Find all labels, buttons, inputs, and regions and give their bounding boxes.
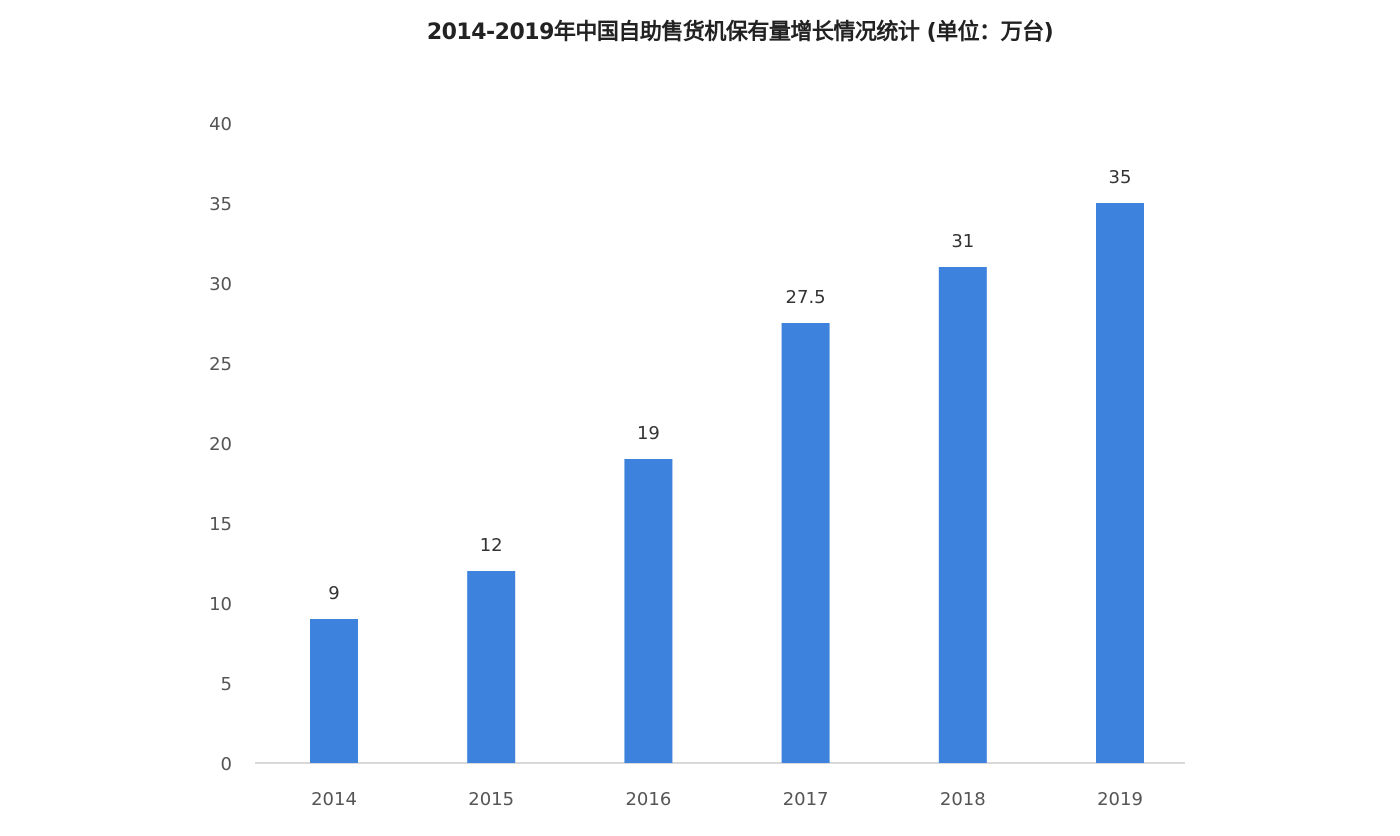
y-tick-label: 25 bbox=[209, 354, 232, 375]
data-label: 9 bbox=[328, 583, 339, 604]
x-tick-label: 2018 bbox=[940, 789, 986, 810]
y-tick-label: 40 bbox=[209, 114, 232, 135]
y-tick-label: 10 bbox=[209, 594, 232, 615]
data-label: 19 bbox=[637, 423, 660, 444]
bar-2014 bbox=[310, 619, 358, 763]
y-tick-label: 30 bbox=[209, 274, 232, 295]
y-tick-label: 0 bbox=[221, 754, 232, 775]
x-tick-label: 2015 bbox=[468, 789, 514, 810]
x-tick-label: 2014 bbox=[311, 789, 357, 810]
data-label: 27.5 bbox=[786, 287, 826, 308]
bar-2016 bbox=[624, 459, 673, 763]
bar-2018 bbox=[938, 267, 987, 763]
y-tick-label: 5 bbox=[221, 674, 232, 695]
data-label: 12 bbox=[480, 535, 503, 556]
y-tick-label: 20 bbox=[209, 434, 232, 455]
y-tick-label: 35 bbox=[209, 194, 232, 215]
data-label: 35 bbox=[1109, 167, 1132, 188]
data-label: 31 bbox=[951, 231, 974, 252]
bar-2019 bbox=[1096, 203, 1144, 763]
x-tick-label: 2016 bbox=[625, 789, 671, 810]
y-tick-label: 15 bbox=[209, 514, 232, 535]
x-tick-label: 2017 bbox=[783, 789, 829, 810]
bar-2017 bbox=[781, 323, 830, 763]
x-tick-label: 2019 bbox=[1097, 789, 1143, 810]
chart-title: 2014-2019年中国自助售货机保有量增长情况统计 (单位：万台) bbox=[426, 20, 1054, 45]
bar-2015 bbox=[467, 571, 516, 763]
